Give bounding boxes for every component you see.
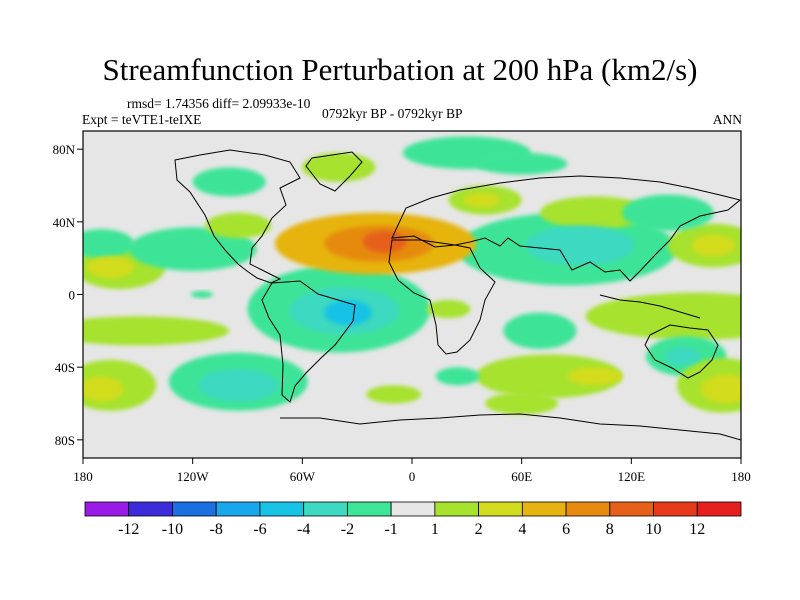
y-tick-label: 40S	[55, 360, 75, 375]
contour-region-26	[366, 385, 422, 404]
contour-region-10	[83, 316, 230, 346]
colorbar-swatch	[259, 501, 305, 517]
x-tick-label: 120W	[177, 469, 210, 484]
colorbar-swatch	[653, 501, 698, 517]
colorbar-swatch	[565, 501, 611, 517]
x-tick-label: 0	[409, 469, 416, 484]
colorbar-label: 4	[518, 521, 526, 538]
colorbar-label: 10	[646, 521, 662, 538]
colorbar-label: -8	[210, 521, 223, 538]
contour-region-32	[691, 234, 736, 257]
x-tick-label: 60W	[290, 469, 316, 484]
colorbar-swatch	[696, 501, 742, 517]
colorbar-swatch	[303, 501, 348, 517]
y-tick-label: 80S	[55, 433, 75, 448]
colorbar-swatch	[434, 501, 480, 517]
contour-region-27	[463, 192, 500, 208]
contour-region-6	[585, 292, 741, 340]
contour-region-16	[475, 152, 568, 175]
contour-region-23	[83, 229, 135, 259]
x-tick-label: 60E	[511, 469, 532, 484]
contour-region-11	[128, 227, 257, 271]
colorbar-swatch	[128, 501, 173, 517]
x-tick-label: 120E	[618, 469, 646, 484]
contour-region-18	[622, 194, 714, 231]
contour-fields	[83, 136, 741, 415]
contour-region-14	[205, 212, 272, 239]
y-axis: 80N 40N 0 40S 80S	[53, 142, 83, 448]
colorbar-label: -4	[297, 521, 310, 538]
colorbar-label: -1	[384, 521, 397, 538]
coast-eurasia	[391, 175, 741, 282]
contour-region-35	[83, 376, 124, 402]
contour-region-21	[475, 354, 623, 399]
contour-region-24	[190, 290, 213, 299]
coast-africa	[388, 239, 496, 355]
colorbar-label: 8	[606, 521, 614, 538]
colorbar-label: -10	[162, 521, 183, 538]
contour-region-34	[700, 374, 741, 404]
colorbar-swatch	[346, 501, 392, 517]
experiment-label: Expt = teVTE1-teIXE	[82, 112, 202, 127]
chart-title: Streamfunction Perturbation at 200 hPa (…	[102, 52, 698, 87]
colorbar-label: 1	[431, 521, 439, 538]
coast-north-america	[174, 149, 301, 284]
contour-region-22	[435, 367, 480, 386]
colorbar-swatch	[521, 501, 567, 517]
y-tick-label: 0	[69, 288, 76, 303]
contour-region-20	[426, 299, 471, 319]
coast-greenland	[305, 151, 363, 192]
contour-region-31	[86, 256, 135, 279]
contour-region-29	[525, 225, 635, 266]
contour-region-33	[664, 347, 701, 366]
contour-region-40	[362, 230, 407, 253]
contour-region-12	[192, 167, 266, 197]
stats-label: rmsd= 1.74356 diff= 2.09933e-10	[127, 96, 311, 111]
x-tick-label: 180	[73, 469, 93, 484]
x-axis: 180 120W 60W 0 60E 120E 180	[73, 458, 751, 484]
colorbar-label: 12	[689, 521, 705, 538]
colorbar-swatch	[478, 501, 523, 517]
contour-region-36	[567, 367, 623, 386]
coast-south-america	[261, 280, 356, 403]
colorbar: -12 -10 -8 -6 -4 -2 -1 1 2 4 6 8 10 12	[84, 501, 742, 538]
contour-region-17	[539, 196, 650, 230]
contour-region-38	[324, 299, 372, 326]
period-label: 0792kyr BP - 0792kyr BP	[322, 106, 463, 121]
colorbar-label: -2	[341, 521, 354, 538]
season-label: ANN	[712, 112, 742, 127]
colorbar-label: 2	[475, 521, 483, 538]
colorbar-label: -12	[118, 521, 139, 538]
contour-region-19	[503, 312, 577, 350]
contour-region-30	[198, 368, 279, 402]
contour-region-25	[485, 392, 559, 415]
colorbar-swatch	[172, 501, 217, 517]
coast-australia	[644, 324, 719, 379]
coast-antarctica	[280, 413, 741, 441]
colorbar-swatch	[215, 501, 261, 517]
x-tick-label: 180	[731, 469, 751, 484]
y-tick-label: 80N	[53, 142, 76, 157]
coast-maritime-islands	[599, 294, 701, 319]
contour-region-13	[302, 152, 376, 182]
colorbar-swatch	[609, 501, 654, 517]
colorbar-swatch	[84, 501, 130, 517]
colorbar-label: -6	[253, 521, 266, 538]
colorbar-swatch	[390, 501, 436, 517]
coastlines	[174, 149, 741, 441]
colorbar-label: 6	[562, 521, 570, 538]
y-tick-label: 40N	[53, 215, 76, 230]
